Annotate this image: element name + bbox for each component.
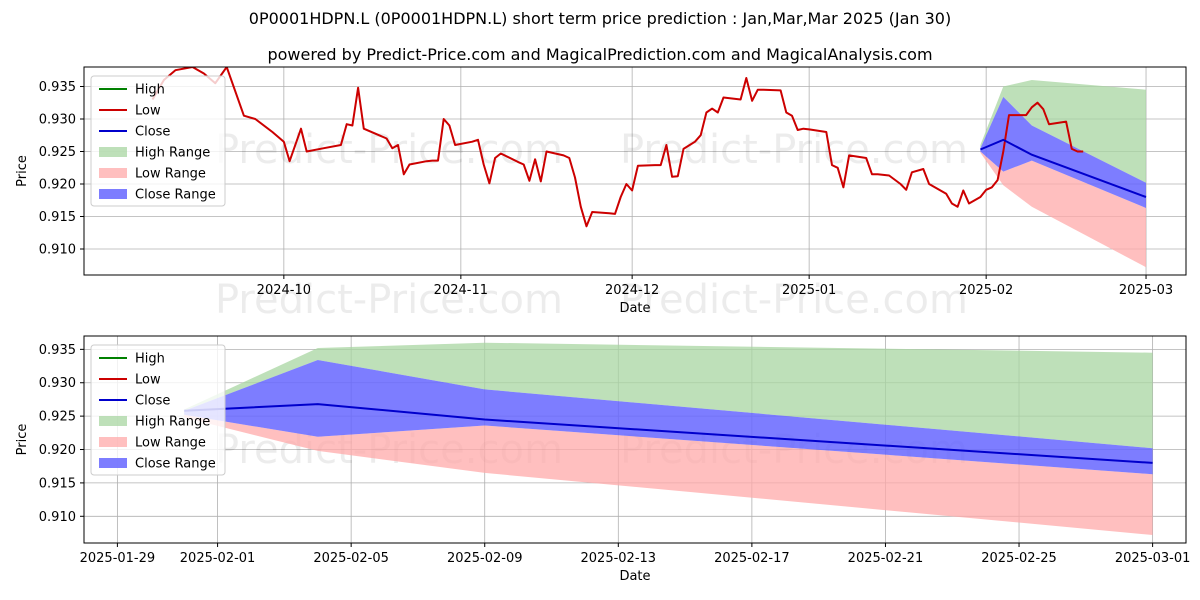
legend-label: Close Range [135, 188, 216, 203]
legend-item: Close Range [99, 188, 216, 203]
plot-area [151, 67, 1147, 268]
plot-frame [83, 335, 1187, 544]
legend-label: Low [135, 104, 161, 119]
low-range-band [980, 151, 1146, 268]
x-tick-label: 2025-02 [959, 283, 1013, 298]
plot-area [184, 342, 1153, 535]
legend-label: Close [135, 394, 170, 409]
legend-item: Low Range [99, 436, 206, 451]
legend-item: High [99, 352, 165, 367]
watermark-text: Predict-Price.com [620, 277, 968, 323]
y-tick-label: 0.935 [39, 343, 76, 358]
y-axis-label: Price [15, 424, 30, 456]
legend-patch-swatch [99, 416, 127, 426]
y-tick-label: 0.930 [39, 113, 76, 128]
legend-item: Close Range [99, 457, 216, 472]
x-tick-label: 2025-02-21 [848, 551, 924, 566]
legend-label: Low Range [135, 167, 206, 182]
x-tick-label: 2025-02-25 [981, 551, 1057, 566]
legend-label: Close [135, 125, 170, 140]
chart-panel-2: Predict-Price.comPredict-Price.com2025-0… [15, 335, 1191, 584]
x-tick-label: 2025-02-01 [180, 551, 256, 566]
legend-label: Close Range [135, 457, 216, 472]
y-tick-label: 0.925 [39, 145, 76, 160]
x-tick-label: 2025-02-13 [581, 551, 657, 566]
y-tick-label: 0.915 [39, 210, 76, 225]
legend-patch-swatch [99, 458, 127, 468]
x-axis-label: Date [619, 301, 650, 316]
x-tick-label: 2024-10 [257, 283, 311, 298]
close-range-band [184, 360, 1153, 475]
chart-subtitle: powered by Predict-Price.com and Magical… [267, 45, 933, 64]
plot-frame [83, 66, 1187, 276]
low-price-line [151, 67, 1084, 228]
high-range-band [184, 342, 1153, 449]
x-tick-label: 2025-02-05 [313, 551, 389, 566]
close-forecast-line [980, 138, 1147, 198]
y-tick-label: 0.915 [39, 476, 76, 491]
legend-item: High Range [99, 146, 210, 161]
legend-patch-swatch [99, 168, 127, 178]
y-tick-label: 0.930 [39, 376, 76, 391]
legend-label: High Range [135, 415, 210, 430]
y-tick-label: 0.910 [39, 243, 76, 258]
y-tick-label: 0.920 [39, 443, 76, 458]
legend-item: Close [99, 125, 170, 140]
x-tick-label: 2025-03 [1119, 283, 1173, 298]
y-tick-label: 0.925 [39, 410, 76, 425]
x-tick-label: 2025-02-09 [447, 551, 523, 566]
tick-labels: 2024-10 2024-11 2024-12 2025-01 2025-02 2025-… [39, 80, 1173, 298]
x-axis-label: Date [619, 569, 650, 584]
x-tick-label: 2025-02-17 [714, 551, 790, 566]
close-forecast-line [184, 403, 1153, 464]
x-tick-label: 2025-01-29 [80, 551, 156, 566]
legend-item: Low [99, 373, 161, 388]
legend-item: Low Range [99, 167, 206, 182]
legend: High Low Close High Range Low Range Close Ran… [90, 344, 226, 476]
legend-label: High [135, 352, 165, 367]
legend-item: High [99, 83, 165, 98]
chart-panel-1: Predict-Price.com Predict-Price.com Predic… [15, 66, 1187, 323]
chart-title: 0P0001HDPN.L (0P0001HDPN.L) short term p… [248, 9, 952, 28]
x-tick-label: 2025-03-01 [1115, 551, 1191, 566]
y-axis-label: Price [15, 155, 30, 187]
y-tick-label: 0.935 [39, 80, 76, 95]
legend-patch-swatch [99, 437, 127, 447]
legend-patch-swatch [99, 189, 127, 199]
legend-label: Low Range [135, 436, 206, 451]
legend-label: High Range [135, 146, 210, 161]
y-tick-label: 0.920 [39, 178, 76, 193]
close-range-band [980, 96, 1146, 208]
watermark-text: Predict-Price.com [215, 127, 563, 173]
low-range-band [184, 414, 1153, 535]
legend-item: Low [99, 104, 161, 119]
legend-item: High Range [99, 415, 210, 430]
legend: High Low Close High Range Low Range Close Ran… [90, 75, 226, 207]
x-tick-label: 2025-01 [782, 283, 836, 298]
legend-patch-swatch [99, 147, 127, 157]
watermark-text: Predict-Price.com [620, 127, 968, 173]
x-tick-label: 2024-12 [605, 283, 659, 298]
x-tick-label: 2024-11 [434, 283, 488, 298]
tick-labels: 2025-01-29 2025-02-01 2025-02-05 2025-02-09… [39, 343, 1191, 566]
y-tick-label: 0.910 [39, 510, 76, 525]
legend-item: Close [99, 394, 170, 409]
legend-label: Low [135, 373, 161, 388]
legend-label: High [135, 83, 165, 98]
watermark-text: Predict-Price.com [215, 277, 563, 323]
watermarks: Predict-Price.com Predict-Price.com Predic… [215, 127, 968, 323]
high-range-band [980, 80, 1146, 183]
